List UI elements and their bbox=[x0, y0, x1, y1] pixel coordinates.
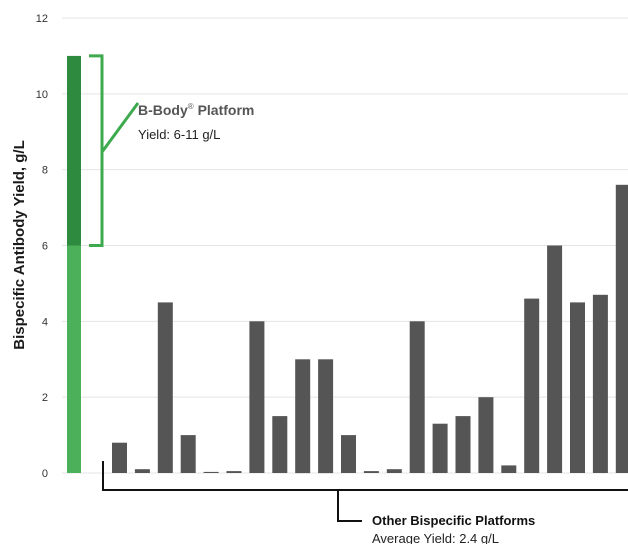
other-platform-bar-7 bbox=[249, 321, 265, 473]
other-platform-bar-17 bbox=[478, 397, 494, 473]
other-platform-bar-23 bbox=[615, 184, 628, 474]
other-platform-bar-18 bbox=[501, 465, 517, 473]
y-tick-label-10: 10 bbox=[36, 89, 48, 101]
other-platform-bar-19 bbox=[524, 298, 540, 473]
bbody-range-bracket bbox=[89, 54, 104, 247]
other-platform-bar-16 bbox=[455, 416, 471, 473]
other-platform-bar-21 bbox=[570, 302, 585, 473]
other-platform-bar-2 bbox=[134, 469, 150, 473]
other-platform-bar-9 bbox=[295, 359, 311, 474]
bbody-yield-text: Yield: 6-11 g/L bbox=[138, 127, 220, 142]
other-platform-bar-22 bbox=[592, 294, 608, 473]
y-tick-label-4: 4 bbox=[42, 316, 48, 328]
other-platform-bar-12 bbox=[363, 471, 379, 473]
y-tick-label-8: 8 bbox=[42, 165, 48, 177]
other-platform-bar-10 bbox=[318, 359, 334, 474]
bbody-bar-base bbox=[67, 245, 81, 473]
other-platform-bar-1 bbox=[112, 442, 127, 473]
y-tick-label-6: 6 bbox=[42, 241, 48, 253]
other-platform-bar-5 bbox=[203, 471, 219, 473]
y-tick-label-12: 12 bbox=[36, 13, 48, 25]
other-platform-bars bbox=[112, 184, 628, 474]
bbody-label-superscript: ® bbox=[188, 102, 194, 111]
other-platform-bar-6 bbox=[226, 471, 242, 473]
y-tick-label-0: 0 bbox=[42, 468, 48, 480]
bbody-bar-range bbox=[67, 55, 81, 246]
other-platforms-bracket bbox=[102, 461, 628, 522]
bbody-platform-label: B-Body® Platform bbox=[138, 102, 254, 118]
y-tick-label-2: 2 bbox=[42, 392, 48, 404]
bbody-label-rest: Platform bbox=[194, 102, 255, 118]
other-platform-bar-4 bbox=[180, 435, 196, 473]
other-platform-bar-14 bbox=[409, 321, 425, 473]
other-platforms-title: Other Bispecific Platforms bbox=[372, 513, 535, 528]
bbody-label-main: B-Body bbox=[138, 102, 188, 118]
y-axis-label: Bispecific Antibody Yield, g/L bbox=[11, 140, 28, 349]
other-platform-bar-20 bbox=[547, 245, 563, 473]
other-platform-bar-13 bbox=[386, 469, 402, 473]
other-platform-bar-15 bbox=[432, 423, 448, 473]
other-platform-bar-8 bbox=[272, 416, 288, 473]
y-tick-labels: 0 2 4 6 8 10 12 bbox=[36, 13, 48, 480]
gridlines bbox=[62, 17, 628, 474]
other-platform-bar-11 bbox=[341, 435, 356, 473]
other-platform-bar-3 bbox=[157, 302, 173, 473]
other-platforms-yield: Average Yield: 2.4 g/L bbox=[372, 531, 499, 544]
bbody-leader-line bbox=[100, 102, 140, 153]
